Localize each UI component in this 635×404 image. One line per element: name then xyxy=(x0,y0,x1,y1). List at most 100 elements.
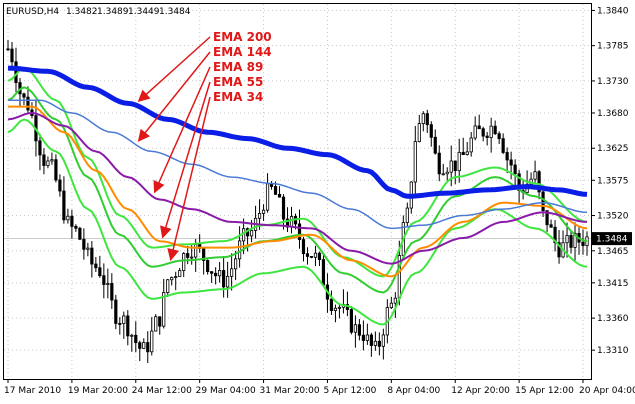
candle-body xyxy=(541,191,545,211)
candle-body xyxy=(581,241,585,247)
candle-body xyxy=(309,256,314,258)
candle-body xyxy=(265,183,270,211)
candle-body xyxy=(301,239,306,255)
candle-body xyxy=(6,48,10,51)
ema-band-upper xyxy=(7,67,588,278)
candle-body xyxy=(158,316,162,327)
candle-body xyxy=(182,253,186,272)
candle-body xyxy=(501,138,505,153)
candle-body xyxy=(234,258,238,270)
candle-body xyxy=(553,226,557,244)
candle-body xyxy=(349,309,354,333)
candle-body xyxy=(333,307,338,311)
candle-body xyxy=(102,275,106,285)
y-tick-label: 1.3310 xyxy=(597,346,629,356)
candle-body xyxy=(38,140,42,156)
candle-body xyxy=(537,171,541,193)
candle-body xyxy=(277,193,282,198)
candle-body xyxy=(66,215,70,221)
candle-body xyxy=(138,342,142,349)
candle-body xyxy=(218,270,222,277)
candle-body xyxy=(142,342,146,349)
candle-body xyxy=(425,113,429,126)
annotation-label: EMA 55 xyxy=(213,75,263,89)
candle-body xyxy=(365,334,369,341)
current-price-tag: 1.3484 xyxy=(592,232,632,246)
candle-body xyxy=(473,125,477,139)
candle-body xyxy=(497,133,501,140)
candle-body xyxy=(122,315,126,324)
candle-body xyxy=(433,136,437,154)
candle-body xyxy=(54,159,58,181)
candle-body xyxy=(249,229,254,237)
candle-body xyxy=(222,270,226,288)
candle-body xyxy=(437,152,441,175)
annotation-label: EMA 89 xyxy=(213,60,263,74)
candle-body xyxy=(118,323,122,325)
candle-body xyxy=(429,124,433,138)
candle-body xyxy=(509,159,513,166)
candle-body xyxy=(573,232,577,248)
candle-body xyxy=(393,297,397,304)
y-tick-label: 1.3520 xyxy=(597,212,629,222)
candle-body xyxy=(154,316,158,332)
ohlc-open: 1.3482 xyxy=(66,7,98,17)
candle-body xyxy=(421,113,425,124)
series-line-ema-200 xyxy=(7,65,588,199)
candle-body xyxy=(106,283,110,285)
candle-body xyxy=(10,48,14,63)
annotation-label: EMA 144 xyxy=(213,45,272,59)
candle-body xyxy=(545,210,549,226)
y-axis: 1.3840 1.3785 1.3730 1.3680 1.3625 1.3575 1.35… xyxy=(591,6,629,356)
candle-body xyxy=(321,259,326,286)
x-tick-label: 5 Apr 12:00 xyxy=(323,386,376,396)
candle-body xyxy=(313,252,318,258)
candle-body xyxy=(505,152,509,161)
x-axis: 17 Mar 2010 19 Mar 20:00 24 Mar 12:00 29 Ma… xyxy=(4,379,635,396)
candle-body xyxy=(481,128,485,137)
series-line-ema-144 xyxy=(8,99,588,230)
candle-body xyxy=(533,171,537,180)
candle-body xyxy=(377,340,381,347)
y-tick-label: 1.3625 xyxy=(597,144,629,154)
candle-body xyxy=(134,334,138,344)
candle-body xyxy=(289,216,294,228)
candle-body xyxy=(82,238,86,250)
candle-body xyxy=(273,186,278,195)
candle-body xyxy=(261,209,266,214)
candle-body xyxy=(449,160,453,173)
candle-body xyxy=(174,276,178,278)
candle-body xyxy=(493,125,497,135)
candle-body xyxy=(206,260,210,273)
candle-body xyxy=(465,151,469,155)
x-tick-label: 8 Apr 04:00 xyxy=(387,386,440,396)
candle-body xyxy=(569,235,573,248)
candle-body xyxy=(166,279,170,293)
y-tick-label: 1.3730 xyxy=(597,77,629,87)
candle-body xyxy=(146,342,150,353)
candle-body xyxy=(22,93,26,98)
candle-body xyxy=(485,135,489,138)
candle-body xyxy=(26,96,30,111)
candle-body xyxy=(305,253,310,257)
candle-body xyxy=(557,242,561,258)
annotation-arrow xyxy=(137,36,211,103)
candle-body xyxy=(353,324,358,333)
candle-body xyxy=(126,315,130,337)
candle-body xyxy=(210,271,214,274)
candle-body xyxy=(405,207,409,223)
candle-body xyxy=(78,227,82,240)
candle-body xyxy=(110,283,114,301)
candle-body xyxy=(565,235,569,244)
candle-body xyxy=(186,253,190,258)
ema-series xyxy=(7,65,588,294)
annotation-arrow xyxy=(160,81,211,239)
y-tick-label: 1.3680 xyxy=(597,109,629,119)
candle-body xyxy=(162,292,166,327)
candle-body xyxy=(58,179,62,192)
candle-body xyxy=(513,164,517,175)
candle-body xyxy=(98,267,102,277)
